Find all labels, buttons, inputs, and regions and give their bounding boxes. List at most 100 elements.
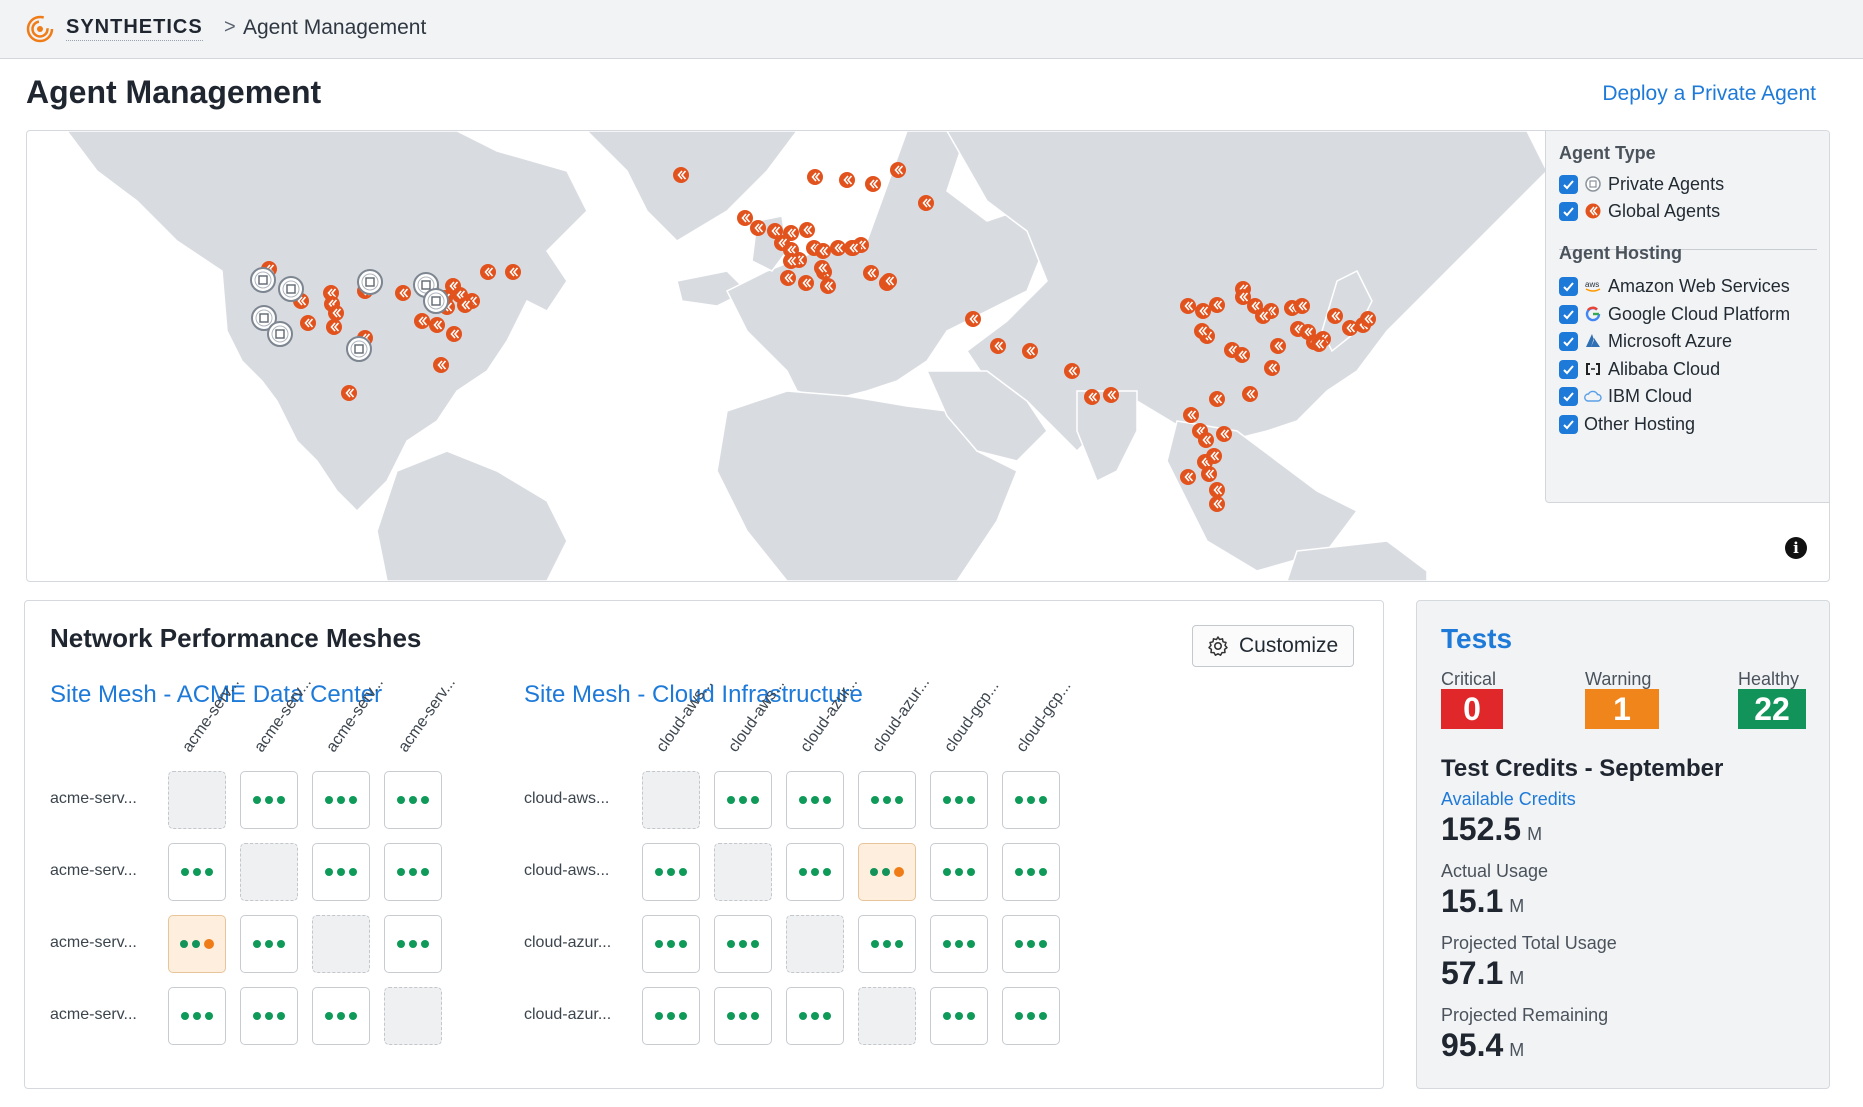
global-agent-marker[interactable] <box>845 240 861 256</box>
global-agent-marker[interactable] <box>1209 496 1225 512</box>
mesh-cell-healthy[interactable] <box>714 771 772 829</box>
global-agent-marker[interactable] <box>1180 469 1196 485</box>
global-agent-marker[interactable] <box>1342 320 1358 336</box>
checkbox-checked-icon[interactable] <box>1559 414 1578 434</box>
legend-azure[interactable]: Microsoft Azure <box>1559 328 1732 354</box>
global-agent-marker[interactable] <box>480 264 496 280</box>
global-agent-marker[interactable] <box>737 210 753 226</box>
global-agent-marker[interactable] <box>300 315 316 331</box>
mesh-cell-healthy[interactable] <box>312 843 370 901</box>
private-agent-marker[interactable] <box>346 336 372 362</box>
mesh-cell-healthy[interactable] <box>1002 771 1060 829</box>
mesh-cell-healthy[interactable] <box>930 771 988 829</box>
checkbox-checked-icon[interactable] <box>1559 174 1578 194</box>
global-agent-marker[interactable] <box>328 305 344 321</box>
private-agent-marker[interactable] <box>250 267 276 293</box>
world-map[interactable] <box>27 131 1829 581</box>
agent-map[interactable]: Agent Type Private Agents Global Agents … <box>26 130 1830 582</box>
global-agent-marker[interactable] <box>767 223 783 239</box>
info-icon[interactable]: i <box>1785 537 1807 559</box>
global-agent-marker[interactable] <box>820 278 836 294</box>
mesh-cell-healthy[interactable] <box>384 915 442 973</box>
mesh-cell-healthy[interactable] <box>240 987 298 1045</box>
global-agent-marker[interactable] <box>1180 298 1196 314</box>
global-agent-marker[interactable] <box>990 338 1006 354</box>
global-agent-marker[interactable] <box>799 222 815 238</box>
mesh-cell-healthy[interactable] <box>312 771 370 829</box>
healthy-count-badge[interactable]: 22 <box>1738 689 1806 729</box>
mesh-cell-healthy[interactable] <box>786 987 844 1045</box>
mesh-cell-healthy[interactable] <box>384 771 442 829</box>
global-agent-marker[interactable] <box>1064 363 1080 379</box>
private-agent-marker[interactable] <box>357 269 383 295</box>
tests-title[interactable]: Tests <box>1441 623 1513 654</box>
brand-link[interactable]: SYNTHETICS <box>66 16 203 41</box>
deploy-private-agent-link[interactable]: Deploy a Private Agent <box>1602 82 1816 105</box>
global-agent-marker[interactable] <box>780 270 796 286</box>
global-agent-marker[interactable] <box>1360 311 1376 327</box>
global-agent-marker[interactable] <box>1194 323 1210 339</box>
customize-button[interactable]: Customize <box>1192 625 1354 667</box>
mesh-cell-healthy[interactable] <box>312 987 370 1045</box>
mesh-cell-healthy[interactable] <box>240 771 298 829</box>
legend-other-hosting[interactable]: Other Hosting <box>1559 411 1695 437</box>
checkbox-checked-icon[interactable] <box>1559 359 1578 379</box>
site-mesh-acme-link[interactable]: Site Mesh - ACME Data Center <box>50 681 383 708</box>
legend-gcp[interactable]: Google Cloud Platform <box>1559 301 1790 327</box>
mesh-cell-healthy[interactable] <box>642 987 700 1045</box>
global-agent-marker[interactable] <box>863 265 879 281</box>
mesh-cell-healthy[interactable] <box>714 987 772 1045</box>
mesh-cell-healthy[interactable] <box>930 987 988 1045</box>
legend-ibm[interactable]: IBM Cloud <box>1559 383 1692 409</box>
private-agent-marker[interactable] <box>423 288 449 314</box>
global-agent-marker[interactable] <box>839 172 855 188</box>
global-agent-marker[interactable] <box>830 240 846 256</box>
global-agent-marker[interactable] <box>341 385 357 401</box>
global-agent-marker[interactable] <box>1022 343 1038 359</box>
legend-private-agents[interactable]: Private Agents <box>1559 171 1724 197</box>
mesh-cell-healthy[interactable] <box>384 843 442 901</box>
global-agent-marker[interactable] <box>814 260 830 276</box>
global-agent-marker[interactable] <box>1327 308 1343 324</box>
global-agent-marker[interactable] <box>457 297 473 313</box>
mesh-cell-healthy[interactable] <box>858 915 916 973</box>
global-agent-marker[interactable] <box>1209 297 1225 313</box>
mesh-cell-healthy[interactable] <box>168 987 226 1045</box>
global-agent-marker[interactable] <box>881 273 897 289</box>
global-agent-marker[interactable] <box>750 220 766 236</box>
global-agent-marker[interactable] <box>1084 389 1100 405</box>
global-agent-marker[interactable] <box>1195 303 1211 319</box>
global-agent-marker[interactable] <box>798 275 814 291</box>
global-agent-marker[interactable] <box>673 167 689 183</box>
mesh-cell-healthy[interactable] <box>1002 987 1060 1045</box>
global-agent-marker[interactable] <box>1216 426 1232 442</box>
mesh-cell-warning[interactable] <box>858 843 916 901</box>
private-agent-marker[interactable] <box>267 321 293 347</box>
critical-count-badge[interactable]: 0 <box>1441 689 1503 729</box>
global-agent-marker[interactable] <box>1209 482 1225 498</box>
global-agent-marker[interactable] <box>890 162 906 178</box>
checkbox-checked-icon[interactable] <box>1559 201 1578 221</box>
global-agent-marker[interactable] <box>1270 338 1286 354</box>
global-agent-marker[interactable] <box>807 169 823 185</box>
global-agent-marker[interactable] <box>783 253 799 269</box>
global-agent-marker[interactable] <box>1198 432 1214 448</box>
mesh-cell-healthy[interactable] <box>858 771 916 829</box>
global-agent-marker[interactable] <box>865 176 881 192</box>
global-agent-marker[interactable] <box>1206 448 1222 464</box>
available-credits-label[interactable]: Available Credits <box>1441 789 1576 809</box>
global-agent-marker[interactable] <box>1209 391 1225 407</box>
global-agent-marker[interactable] <box>1234 347 1250 363</box>
mesh-cell-healthy[interactable] <box>1002 843 1060 901</box>
global-agent-marker[interactable] <box>1311 336 1327 352</box>
mesh-cell-healthy[interactable] <box>786 843 844 901</box>
site-mesh-cloud-link[interactable]: Site Mesh - Cloud Infrastructure <box>524 681 863 708</box>
mesh-cell-healthy[interactable] <box>786 771 844 829</box>
legend-alibaba[interactable]: Alibaba Cloud <box>1559 356 1720 382</box>
global-agent-marker[interactable] <box>1264 360 1280 376</box>
global-agent-marker[interactable] <box>1103 387 1119 403</box>
legend-global-agents[interactable]: Global Agents <box>1559 198 1720 224</box>
checkbox-checked-icon[interactable] <box>1559 386 1578 406</box>
private-agent-marker[interactable] <box>251 305 277 331</box>
checkbox-checked-icon[interactable] <box>1559 304 1578 324</box>
